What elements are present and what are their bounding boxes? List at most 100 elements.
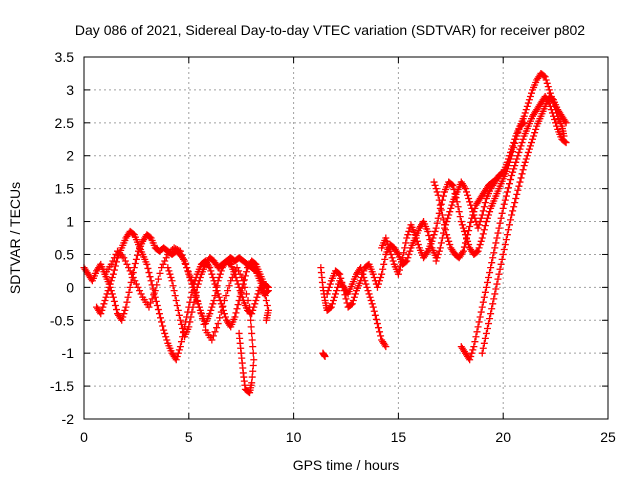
data-point xyxy=(434,191,442,199)
data-point xyxy=(414,241,422,249)
data-point xyxy=(108,273,116,281)
data-point xyxy=(189,303,197,311)
data-point xyxy=(530,132,538,140)
data-point xyxy=(111,262,119,270)
data-point xyxy=(470,208,478,216)
data-point xyxy=(217,308,225,316)
data-point xyxy=(150,291,158,299)
data-point xyxy=(478,234,486,242)
data-point xyxy=(129,273,137,281)
y-tick-label: 0 xyxy=(66,279,74,295)
y-axis-label: SDTVAR / TECUs xyxy=(7,182,23,294)
data-point xyxy=(494,229,502,237)
data-point xyxy=(168,277,176,285)
data-point xyxy=(456,213,464,221)
series-track-i xyxy=(478,92,570,357)
data-point xyxy=(493,280,501,288)
data-point xyxy=(357,277,365,285)
data-point xyxy=(500,246,508,254)
data-point xyxy=(510,203,518,211)
data-point xyxy=(247,323,255,331)
data-point xyxy=(128,270,136,278)
data-point xyxy=(515,182,523,190)
data-point xyxy=(340,287,348,295)
data-point xyxy=(123,260,131,268)
data-point xyxy=(466,222,474,230)
data-point xyxy=(458,221,466,229)
data-point xyxy=(385,244,393,252)
data-point xyxy=(483,214,491,222)
data-point xyxy=(378,270,386,278)
data-point xyxy=(480,203,488,211)
data-point xyxy=(383,237,391,245)
data-point xyxy=(190,298,198,306)
data-point xyxy=(170,244,178,252)
data-point xyxy=(529,135,537,143)
data-point xyxy=(341,291,349,299)
data-point xyxy=(430,178,438,186)
data-point xyxy=(176,316,184,324)
data-point xyxy=(175,311,183,319)
data-point xyxy=(155,310,163,318)
data-point xyxy=(374,280,382,288)
data-point xyxy=(209,300,217,308)
data-point xyxy=(424,227,432,235)
data-point xyxy=(110,254,118,262)
data-point xyxy=(175,246,183,254)
data-point xyxy=(372,315,380,323)
data-point xyxy=(432,224,440,232)
data-point xyxy=(498,209,506,217)
data-point xyxy=(376,277,384,285)
data-point xyxy=(509,207,517,215)
data-point xyxy=(490,295,498,303)
data-point xyxy=(513,155,521,163)
data-point xyxy=(508,171,516,179)
data-point xyxy=(115,249,123,257)
data-point xyxy=(379,265,387,273)
data-point xyxy=(260,287,268,295)
data-point xyxy=(433,219,441,227)
data-point xyxy=(143,260,151,268)
data-point xyxy=(117,250,125,258)
series-track-b xyxy=(93,227,272,364)
data-point xyxy=(446,241,454,249)
data-point xyxy=(230,270,238,278)
data-point xyxy=(470,343,478,351)
data-point xyxy=(467,218,475,226)
data-point xyxy=(531,129,539,137)
data-point xyxy=(347,301,355,309)
data-point xyxy=(110,266,118,274)
data-point xyxy=(524,148,532,156)
chart-title: Day 086 of 2021, Sidereal Day-to-day VTE… xyxy=(75,22,585,38)
data-point xyxy=(163,336,171,344)
data-point xyxy=(324,287,332,295)
data-point xyxy=(474,323,482,331)
data-point xyxy=(370,273,378,281)
data-point xyxy=(562,119,570,127)
data-point xyxy=(380,260,388,268)
data-point xyxy=(499,250,507,258)
data-point xyxy=(460,243,468,251)
data-point xyxy=(241,272,249,280)
data-point xyxy=(521,109,529,117)
data-point xyxy=(434,214,442,222)
data-point xyxy=(512,158,520,166)
data-point xyxy=(107,260,115,268)
data-point xyxy=(425,232,433,240)
data-point xyxy=(216,270,224,278)
series-track-d xyxy=(317,264,390,360)
data-point xyxy=(126,267,134,275)
data-point xyxy=(519,166,527,174)
data-point xyxy=(514,152,522,160)
data-point xyxy=(503,158,511,166)
data-point xyxy=(495,224,503,232)
data-point xyxy=(382,343,390,351)
data-point xyxy=(465,241,473,249)
data-point xyxy=(254,290,262,298)
data-point xyxy=(103,290,111,298)
data-point xyxy=(200,320,208,328)
data-point xyxy=(244,297,252,305)
data-point xyxy=(236,292,244,300)
data-point xyxy=(171,292,179,300)
data-point xyxy=(423,249,431,257)
